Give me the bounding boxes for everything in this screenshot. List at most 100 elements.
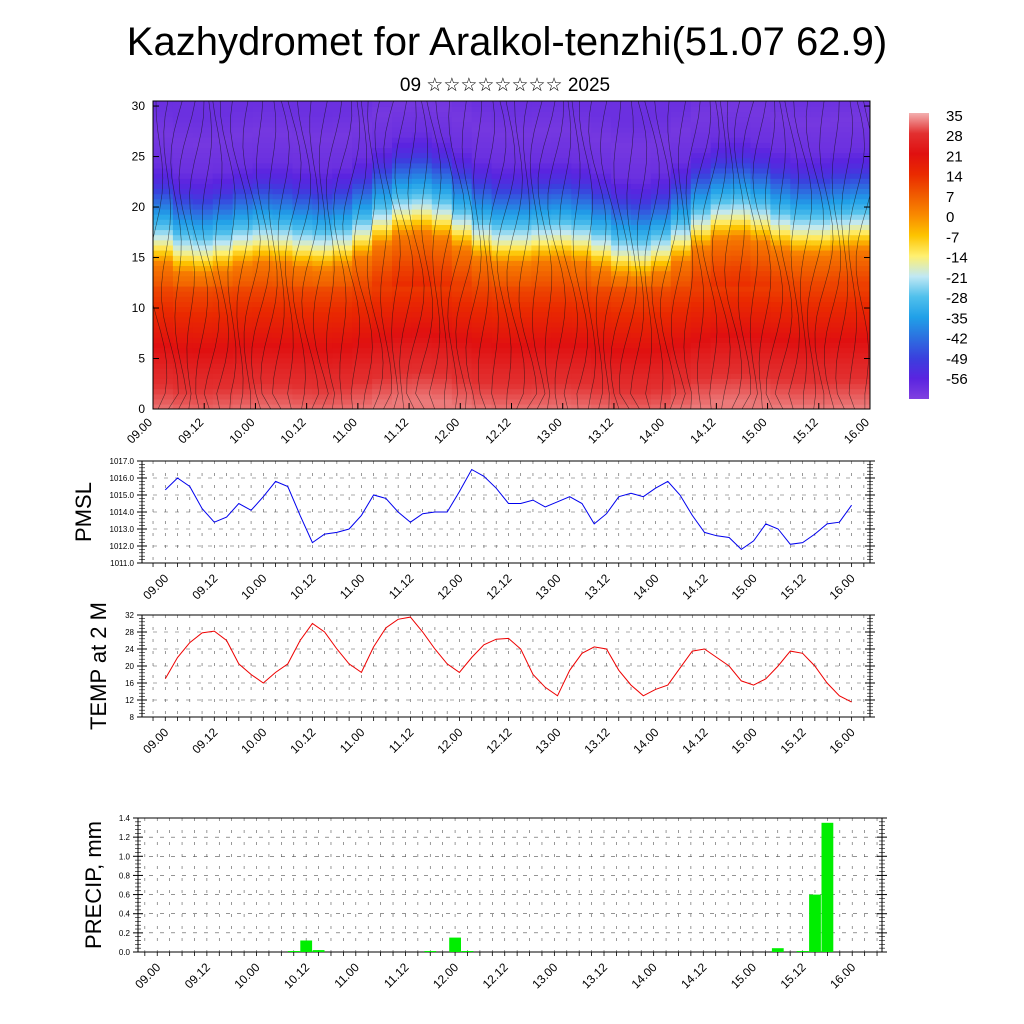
temperature-cell [750, 121, 772, 128]
temperature-cell [212, 373, 234, 379]
x-tick-label: 13.00 [529, 960, 560, 991]
temperature-cell [212, 172, 234, 179]
temperature-cell [770, 178, 792, 184]
temperature-cell [710, 290, 732, 297]
temperature-cell [511, 213, 533, 220]
temperature-cell [451, 393, 473, 400]
temperature-cell [670, 229, 692, 236]
temperature-cell [272, 378, 294, 385]
temperature-cell [153, 142, 174, 148]
temperature-cell [232, 367, 254, 374]
temperature-cell [770, 290, 792, 297]
temperature-cell [750, 393, 772, 400]
temperature-cell [292, 178, 314, 184]
temperature-cell [790, 188, 811, 195]
temperature-cell [770, 219, 792, 225]
temperature-cell [352, 321, 373, 328]
temperature-cell [252, 142, 274, 148]
temperature-cell [471, 373, 493, 379]
temperature-cell [372, 121, 393, 128]
temperature-cell [392, 208, 413, 215]
temperature-cell [850, 203, 870, 210]
x-tick-label: 11.12 [381, 960, 412, 991]
temperature-cell [551, 357, 572, 364]
temperature-cell [591, 378, 612, 385]
temperature-cell [730, 270, 752, 277]
temperature-cell [650, 403, 672, 409]
temperature-cell [830, 383, 851, 390]
temperature-cell [272, 311, 294, 318]
temperature-cell [631, 255, 652, 261]
temperature-cell [411, 373, 433, 379]
x-tick-label: 14.00 [631, 725, 662, 756]
wind-streamline [571, 101, 588, 409]
x-tick-label: 09.00 [132, 960, 163, 991]
temperature-cell [272, 162, 294, 169]
temperature-cell [431, 131, 453, 138]
temperature-cell [451, 362, 473, 369]
temperature-cell [312, 280, 333, 287]
temperature-cell [730, 265, 752, 272]
temperature-cell [531, 239, 553, 246]
temperature-cell [531, 347, 553, 354]
temperature-cell [790, 337, 811, 343]
y-tick-label: 1.4 [119, 814, 131, 823]
temperature-cell [631, 362, 652, 369]
temperature-cell [332, 167, 353, 174]
temperature-cell [571, 306, 592, 313]
temperature-cell [571, 383, 592, 390]
temperature-cell [212, 167, 234, 174]
temperature-cell [810, 280, 831, 287]
temperature-cell [810, 208, 831, 215]
temperature-cell [611, 213, 632, 220]
temperature-cell [272, 383, 294, 390]
temperature-cell [491, 285, 513, 292]
temperature-cell [631, 270, 652, 277]
temperature-cell [192, 167, 214, 174]
temperature-cell [411, 362, 433, 369]
temperature-cell [650, 285, 672, 292]
temperature-cell [690, 306, 712, 313]
temperature-cell [411, 342, 433, 349]
temperature-cell [611, 260, 632, 266]
temperature-cell [631, 352, 652, 359]
temperature-cell [631, 188, 652, 195]
temperature-cell [750, 106, 772, 112]
temperature-cell [252, 290, 274, 297]
temperature-cell [272, 316, 294, 323]
temperature-cell [153, 337, 174, 343]
temperature-cell [631, 178, 652, 184]
wind-streamline [855, 101, 870, 409]
temperature-cell [372, 285, 393, 292]
temperature-cell [272, 101, 294, 107]
temperature-cell [252, 337, 274, 343]
temperature-cell [212, 393, 234, 400]
temperature-cell [511, 383, 533, 390]
temperature-cell [392, 362, 413, 369]
temperature-cell [670, 126, 692, 133]
colorbar-scale [909, 113, 929, 399]
temperature-cell [730, 275, 752, 282]
temperature-cell [790, 213, 811, 220]
temperature-cell [511, 296, 533, 302]
temperature-cell [690, 367, 712, 374]
temperature-cell [332, 260, 353, 266]
temperature-cell [670, 260, 692, 266]
temperature-cell [710, 136, 732, 143]
temperature-cell [770, 234, 792, 241]
wind-streamline [619, 101, 638, 409]
temperature-cell [710, 321, 732, 328]
temperature-cell [631, 116, 652, 123]
temperature-cell [631, 398, 652, 405]
temperature-cell [770, 260, 792, 266]
temperature-cell [352, 347, 373, 354]
temperature-cell [232, 301, 254, 308]
temperature-cell [730, 301, 752, 308]
temperature-cell [272, 296, 294, 302]
temperature-cell [531, 198, 553, 205]
precip-bar [461, 951, 474, 952]
temperature-cell [511, 332, 533, 338]
x-tick-label: 14.12 [678, 960, 709, 991]
temperature-cell [411, 136, 433, 143]
temperature-cell [650, 121, 672, 128]
